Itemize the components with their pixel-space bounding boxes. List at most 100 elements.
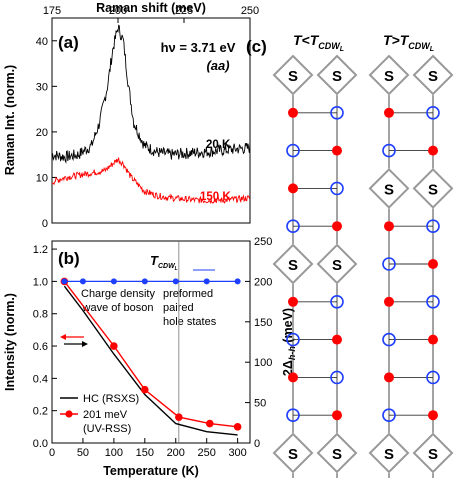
left-y-tick-label: 0.8 [33, 309, 48, 321]
region-right-line1: preformed [163, 288, 213, 300]
y-tick-label: 20 [36, 127, 48, 139]
point-uv-rss [110, 342, 118, 350]
red-arrow-head [60, 334, 66, 340]
hole-open-circle [286, 332, 300, 347]
site-label: S [332, 446, 342, 463]
site-diamond [368, 54, 410, 96]
black-arrow-head [82, 341, 88, 347]
site-label: S [332, 257, 342, 274]
hole-pair-dot [384, 107, 394, 118]
panel-c: (c) T<TCDWL T>TCDWL S SS SS S S SS SS S [246, 32, 454, 478]
site-label: S [384, 181, 394, 198]
hole-open-circle [382, 332, 396, 347]
hole-pair-dot [288, 296, 298, 307]
gap-label-sub: h-h [287, 346, 297, 360]
site-diamond [316, 432, 358, 474]
panel-a-frame [51, 17, 251, 224]
top-tick-label: 225 [175, 5, 193, 17]
hole-open-circle [286, 219, 300, 233]
series-line-hc-rsxs [63, 285, 238, 436]
site-diamond [272, 432, 314, 474]
right-title-main: T>T [383, 32, 410, 48]
right-y-tick-label: 150 [254, 317, 272, 329]
site-diamond [316, 243, 358, 285]
polarization-label: (aa) [206, 58, 229, 73]
left-y-tick-label: 0.6 [33, 341, 48, 353]
site-diamond [412, 432, 454, 474]
legend-uv: 201 meV [83, 409, 128, 421]
site-diamond [412, 167, 454, 209]
left-title-main: T<T [293, 32, 320, 48]
panel-a-ylabel: Raman Int. (norm.) [3, 65, 17, 175]
gap-label: 2Δ [281, 360, 295, 376]
raman-curves [51, 24, 251, 205]
hole-open-circle [382, 408, 396, 423]
panel-b-ylabel-left: Intensity (norm.) [3, 293, 17, 391]
hole-pair-dot [332, 334, 342, 345]
series-line-uv-rss [63, 280, 238, 428]
hole-pair-dot [428, 259, 438, 269]
point-gap [234, 278, 241, 285]
site-diamond [272, 54, 314, 96]
left-title-subsub: L [340, 46, 344, 53]
site-diamond [272, 243, 314, 285]
site-diamond [316, 54, 358, 96]
y-tick-label: 0 [42, 218, 48, 230]
hole-pair-dot [428, 410, 438, 421]
right-y-tick-label: 250 [254, 236, 272, 248]
tcdw-t: T [150, 253, 159, 268]
site-diamond [412, 54, 454, 96]
site-label: S [288, 446, 298, 463]
point-gap [79, 278, 86, 285]
energy-label: hν = 3.71 eV [161, 40, 236, 55]
legend-uv-marker [65, 410, 73, 418]
tcdw-label: TCDWL [150, 253, 178, 272]
right-y-tick-label: 200 [254, 276, 272, 288]
point-gap [110, 278, 117, 285]
hole-open-circle [426, 106, 440, 120]
hole-open-circle [330, 106, 344, 120]
site-label: S [288, 257, 298, 274]
tcdw-subsub: L [175, 266, 178, 272]
hole-open-circle [382, 257, 396, 271]
hole-open-circle [382, 143, 396, 158]
curve-label-20k: 20 K [206, 139, 231, 151]
site-label: S [428, 181, 438, 198]
panel-b-frame [51, 240, 251, 444]
right-y-tick-label: 100 [254, 357, 272, 369]
left-y-tick-label: 1.0 [33, 276, 48, 288]
hole-pair-dot [384, 296, 394, 307]
right-title: T>TCDWL [383, 32, 434, 53]
hole-open-circle [426, 219, 440, 233]
point-uv-rss [175, 413, 183, 421]
site-label: S [428, 68, 438, 85]
left-y-tick-label: 1.2 [33, 244, 48, 256]
hole-pair-dot [332, 410, 342, 421]
panel-c-label: (c) [246, 37, 267, 56]
site-diamond [368, 167, 410, 209]
y-tick-label: 30 [36, 81, 48, 93]
top-axis-label: Raman shift (meV) [96, 1, 206, 15]
region-right-line3: hole states [163, 316, 217, 328]
region-left-line1: Charge density [81, 288, 155, 300]
top-axis-ticks: 175 200 225 250 [43, 5, 259, 23]
point-gap [61, 278, 68, 285]
point-uv-rss [141, 385, 149, 394]
y-axis-ticks: 0 10 20 30 40 [36, 36, 57, 230]
gap-label-unit: (meV) [281, 308, 295, 346]
hole-pair-dot [288, 372, 298, 383]
hole-pair-dot [332, 221, 342, 232]
point-uv-rss [233, 423, 242, 431]
x-tick-label: 200 [167, 447, 185, 459]
right-y-tick-label: 0 [254, 438, 260, 450]
panel-b-ylabel-right: 2Δh-h (meV) [281, 308, 297, 376]
site-diamond [368, 432, 410, 474]
site-label: S [332, 68, 342, 85]
hole-pair-dot [332, 145, 342, 156]
hole-pair-dot [384, 372, 394, 383]
x-tick-label: 0 [49, 447, 55, 459]
legend-uv-2: (UV-RSS) [83, 423, 131, 435]
panel-a: Raman shift (meV) 175 200 225 250 0 10 20 30 40… [3, 1, 259, 230]
hole-pair-dot [288, 107, 298, 118]
